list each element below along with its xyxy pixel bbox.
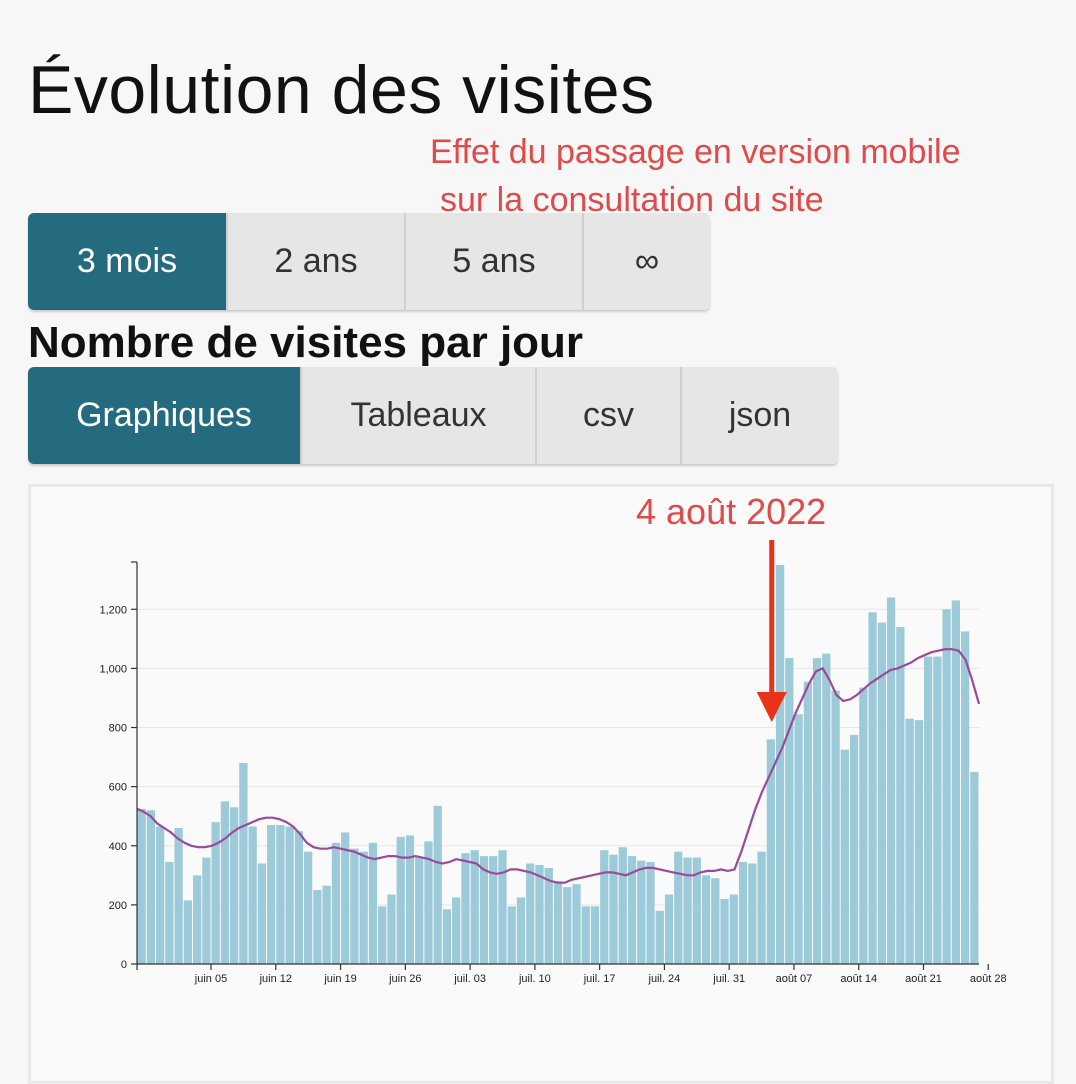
chart-panel	[28, 484, 1054, 1084]
view-charts-button[interactable]: Graphiques	[28, 367, 300, 464]
view-selector: Graphiques Tableaux csv json	[28, 367, 838, 464]
view-tables-button[interactable]: Tableaux	[300, 367, 535, 464]
page-title: Évolution des visites	[28, 52, 655, 128]
annotation-line-2: sur la consultation du site	[440, 181, 824, 219]
annotation-line-1: Effet du passage en version mobile	[430, 133, 961, 171]
period-selector: 3 mois 2 ans 5 ans ∞	[28, 213, 710, 310]
period-all-button[interactable]: ∞	[582, 213, 710, 310]
download-json-button[interactable]: json	[680, 367, 838, 464]
period-2-years-button[interactable]: 2 ans	[226, 213, 404, 310]
section-title: Nombre de visites par jour	[28, 318, 584, 367]
download-csv-button[interactable]: csv	[535, 367, 680, 464]
period-3-months-button[interactable]: 3 mois	[28, 213, 226, 310]
period-5-years-button[interactable]: 5 ans	[404, 213, 582, 310]
annotation-note: Effet du passage en version mobile sur l…	[430, 128, 961, 224]
chart-date-annotation: 4 août 2022	[636, 491, 827, 532]
